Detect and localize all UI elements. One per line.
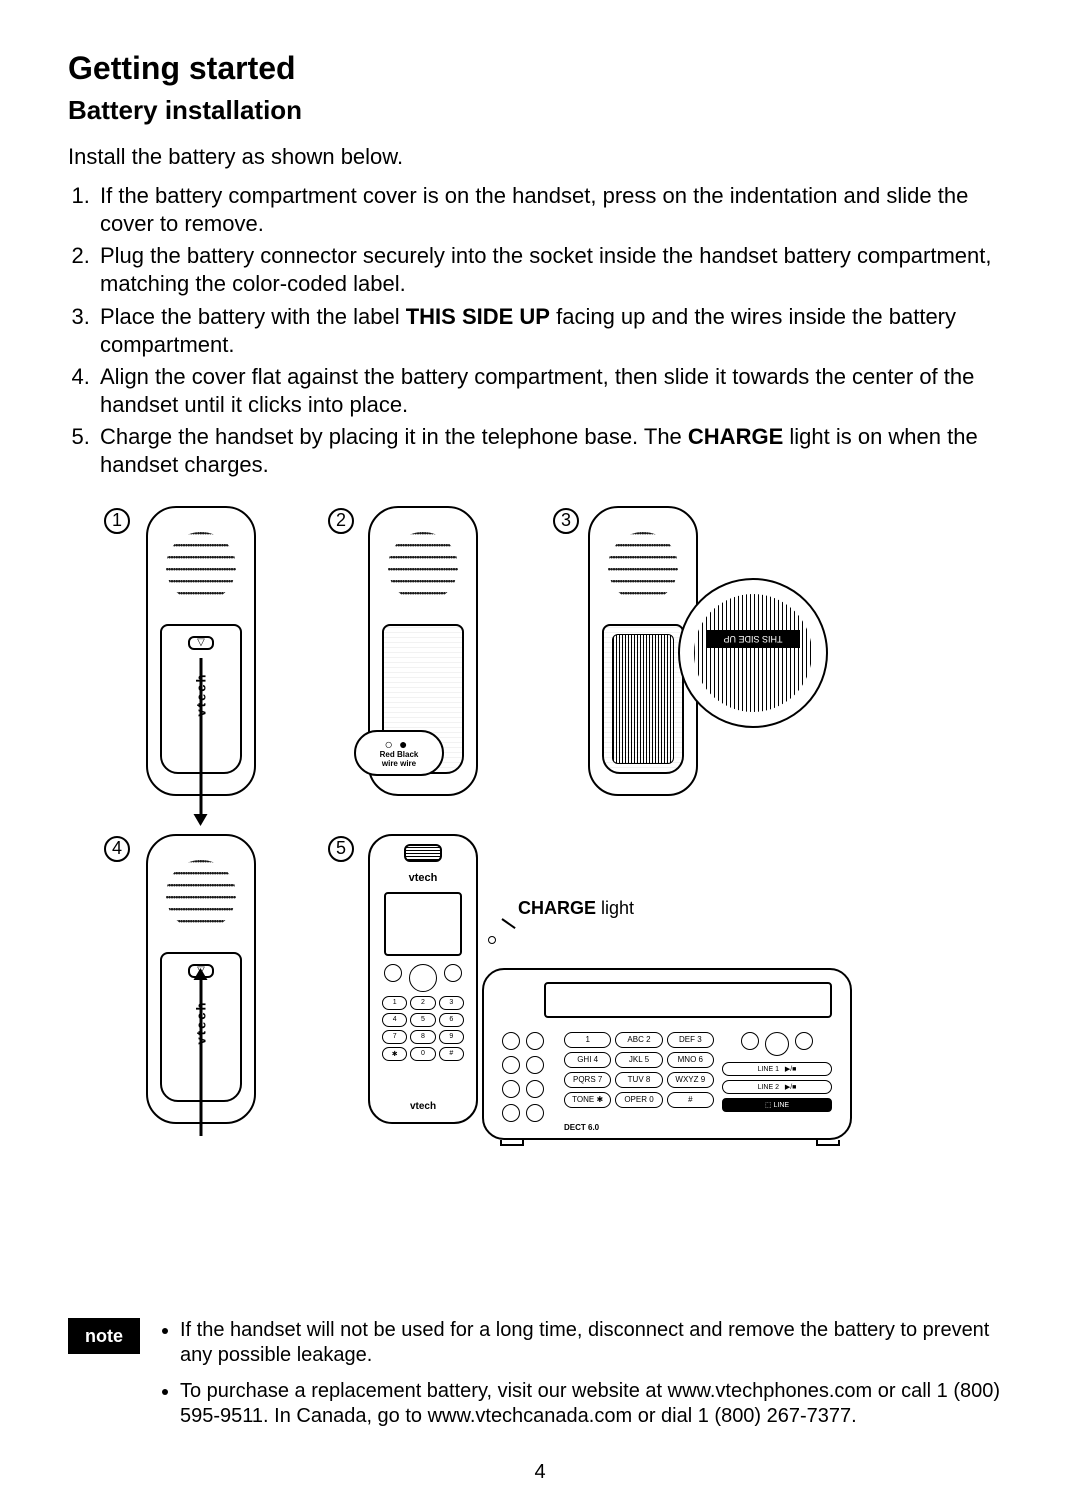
brand-label-bottom: vtech	[370, 1101, 476, 1112]
step-4: Align the cover flat against the battery…	[96, 363, 1012, 419]
base-screen	[544, 982, 832, 1018]
step-badge-2: 2	[328, 508, 354, 534]
note-item: If the handset will not be used for a lo…	[180, 1318, 1012, 1369]
brand-label-front: vtech	[370, 872, 476, 884]
speaker-grille-icon	[166, 860, 236, 930]
charge-light-indicator	[488, 936, 496, 944]
skip-icon	[795, 1032, 813, 1050]
note-item: To purchase a replacement battery, visit…	[180, 1379, 1012, 1430]
arrow-down-icon	[200, 658, 203, 816]
earpiece-icon	[404, 844, 442, 862]
handset-screen	[384, 892, 462, 956]
nav-left-icon	[384, 964, 402, 982]
speaker-grille-icon	[388, 532, 458, 602]
connector-pins-icon: ○●	[385, 737, 414, 751]
instruction-list: If the battery compartment cover is on t…	[68, 182, 1012, 480]
handset-keypad: 123 456 789 ✱0#	[382, 996, 464, 1061]
page-heading: Getting started	[68, 50, 1012, 87]
step-1: If the battery compartment cover is on t…	[96, 182, 1012, 238]
battery-inset-callout: THIS SIDE UP	[678, 578, 828, 728]
stop-icon	[765, 1032, 789, 1056]
arrow-up-icon	[200, 978, 203, 1136]
step-badge-3: 3	[553, 508, 579, 534]
note-list: If the handset will not be used for a lo…	[158, 1318, 1012, 1440]
base-right-controls: LINE 1 ▶/■ LINE 2 ▶/■ ⬚ LINE	[722, 1032, 832, 1112]
diagram-area: 1 2 3 4 5 ▽ vtech ○● Red Black wire wire…	[68, 498, 1012, 1158]
callout-leader-icon	[501, 918, 515, 929]
this-side-up-label: THIS SIDE UP	[706, 630, 800, 648]
speaker-grille-icon	[166, 532, 236, 602]
section-subheading: Battery installation	[68, 95, 1012, 126]
step-5: Charge the handset by placing it in the …	[96, 423, 1012, 479]
play-icon	[741, 1032, 759, 1050]
dect-label: DECT 6.0	[564, 1123, 599, 1132]
base-keypad: 1ABC 2DEF 3 GHI 4JKL 5MNO 6 PQRS 7TUV 8W…	[564, 1032, 714, 1108]
base-func-buttons	[502, 1032, 544, 1122]
wire-label: Red Black wire wire	[380, 751, 419, 769]
nav-right-icon	[444, 964, 462, 982]
page-number: 4	[0, 1461, 1080, 1484]
note-badge: note	[68, 1318, 140, 1354]
notes-section: note If the handset will not be used for…	[68, 1318, 1012, 1440]
charge-light-callout: CHARGE light	[518, 898, 634, 919]
step-3: Place the battery with the label THIS SI…	[96, 303, 1012, 359]
intro-text: Install the battery as shown below.	[68, 144, 1012, 170]
step-badge-1: 1	[104, 508, 130, 534]
nav-center-icon	[409, 964, 437, 992]
base-station-diagram: 1ABC 2DEF 3 GHI 4JKL 5MNO 6 PQRS 7TUV 8W…	[482, 968, 852, 1140]
step-badge-5: 5	[328, 836, 354, 862]
speaker-grille-icon	[608, 532, 678, 602]
battery-compartment-filled	[602, 624, 684, 774]
step-badge-4: 4	[104, 836, 130, 862]
step-2: Plug the battery connector securely into…	[96, 242, 1012, 298]
connector-callout: ○● Red Black wire wire	[354, 730, 444, 776]
handset-front-diagram: vtech 123 456 789 ✱0# vtech	[368, 834, 478, 1124]
